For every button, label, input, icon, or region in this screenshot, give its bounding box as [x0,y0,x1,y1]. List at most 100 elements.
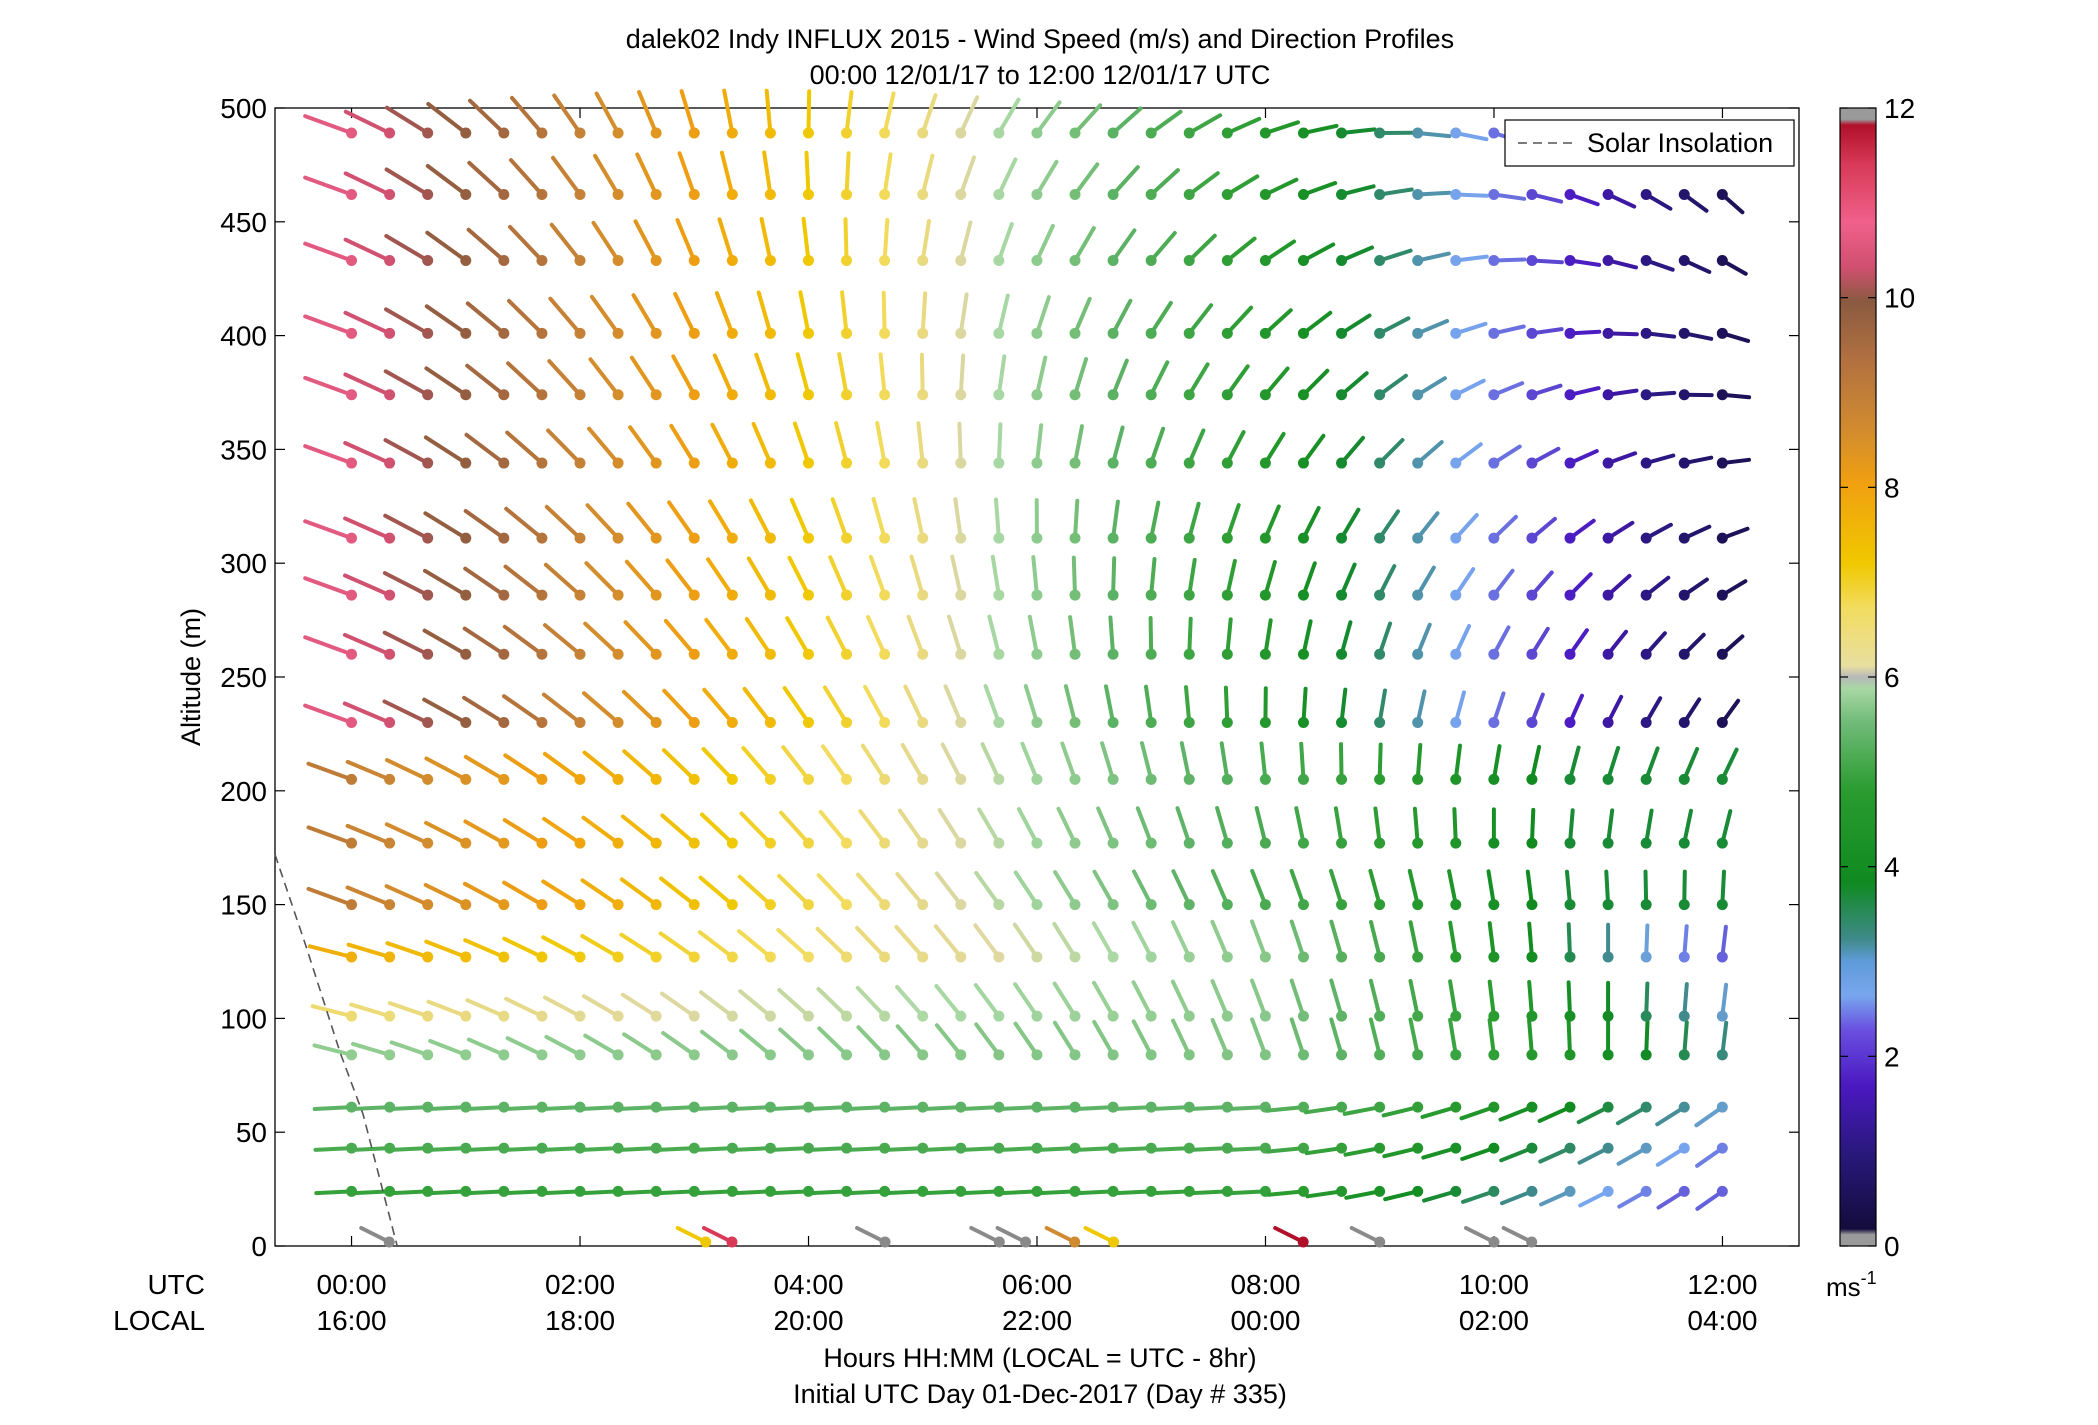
wind-barb [1016,807,1039,846]
wind-barb [423,511,468,541]
wind-barb-dot [422,837,434,849]
wind-barb-dot [1183,899,1195,911]
wind-barb-dot [993,457,1005,469]
x-axis-label-2: Initial UTC Day 01-Dec-2017 (Day # 335) [793,1379,1287,1409]
wind-barb [1263,120,1300,136]
wind-barb [660,813,697,846]
wind-barb [466,227,506,263]
wind-barb-dot [1640,589,1652,601]
wind-barb [871,497,887,541]
wind-barb-dot [1221,127,1233,139]
wind-barb [934,1023,963,1057]
wind-barb [342,632,392,657]
wind-barb [738,989,773,1019]
x-tick-label-utc: 10:00 [1459,1269,1529,1300]
wind-barb [628,425,659,466]
wind-barb-dot [384,127,396,139]
wind-barb-dot [1450,648,1462,660]
wind-barb [1073,424,1084,466]
wind-barb [1339,184,1376,197]
wind-barb-dot [498,1010,510,1022]
wind-barb-dot [802,899,814,911]
wind-barb-dot [1107,589,1119,601]
wind-barb-dot [460,327,472,339]
wind-barb-dot [384,254,396,266]
wind-barb-dot [764,532,776,544]
wind-barb-dot [1488,1049,1500,1061]
wind-barb-dot [726,837,738,849]
wind-barb-dot [1336,389,1348,401]
wind-barb-dot [1602,951,1614,963]
wind-barb-dot [993,717,1005,729]
wind-barb-dot [879,1010,891,1022]
wind-barb-dot [1031,773,1043,785]
wind-barb [1092,869,1116,907]
wind-barb-dot [1640,389,1652,401]
wind-barb [895,985,925,1019]
wind-barb-dot [460,648,472,660]
wind-barb-dot [955,532,967,544]
wind-barb [591,220,621,263]
wind-barb-dot [1221,532,1233,544]
wind-barb [847,1189,887,1196]
wind-barb [389,1040,430,1057]
wind-barb-dot [802,532,814,544]
wind-barb-dot [688,837,700,849]
wind-barb-dot [1107,773,1119,785]
wind-barb [996,293,1010,336]
wind-barb [1114,1189,1154,1196]
wind-barb-dot [536,717,548,729]
wind-barb [502,624,544,657]
wind-barb-dot [1412,188,1424,200]
surface-barb-dot [1488,1236,1500,1248]
wind-barb-dot [1069,1010,1081,1022]
wind-barb [382,630,430,657]
wind-barb-dot [1069,899,1081,911]
surface-barb-dot [1297,1236,1309,1248]
surface-barb-dot [1020,1236,1032,1248]
wind-barb [629,355,659,397]
wind-barb [462,881,506,907]
wind-barb-dot [1678,837,1690,849]
wind-barb [1604,869,1611,907]
wind-barb [1131,980,1154,1019]
wind-barb-dot [422,127,434,139]
wind-barb-dot [993,773,1005,785]
wind-barb-dot [536,899,548,911]
wind-barb-dot [1716,457,1728,469]
wind-barb-dot [1450,899,1462,911]
wind-barb [1527,1018,1534,1057]
wind-barb-dot [346,951,358,963]
wind-barb-dot [422,188,434,200]
surface-barb-dot [1069,1236,1081,1248]
wind-barb [1215,806,1230,846]
wind-barb [875,421,887,466]
wind-barb [998,1146,1039,1152]
wind-barb-dot [879,773,891,785]
wind-barb-dot [1678,1010,1690,1022]
wind-barb [623,620,659,657]
wind-barb [465,998,506,1019]
wind-barb-dot [726,127,738,139]
colorbar-tick-label: 12 [1884,93,1915,124]
wind-barb [1682,808,1693,846]
wind-barb [934,871,963,907]
wind-barb [1075,1146,1116,1152]
wind-barb-dot [574,532,586,544]
wind-barb [424,366,468,397]
wind-barb-dot [536,127,548,139]
wind-barb [1037,1146,1078,1152]
wind-barb-dot [1183,457,1195,469]
wind-barb-dot [612,717,624,729]
wind-barb-dot [422,951,434,963]
wind-barb [1339,562,1357,598]
wind-barb [694,1146,735,1152]
wind-barb-dot [346,1049,358,1061]
wind-barb-dot [1145,899,1157,911]
wind-barb [345,823,392,846]
wind-barb-dot [1678,389,1690,401]
wind-barb-dot [1259,1049,1271,1061]
wind-barb-dot [917,389,929,401]
wind-barb [1452,807,1458,846]
wind-barb-dot [650,127,662,139]
